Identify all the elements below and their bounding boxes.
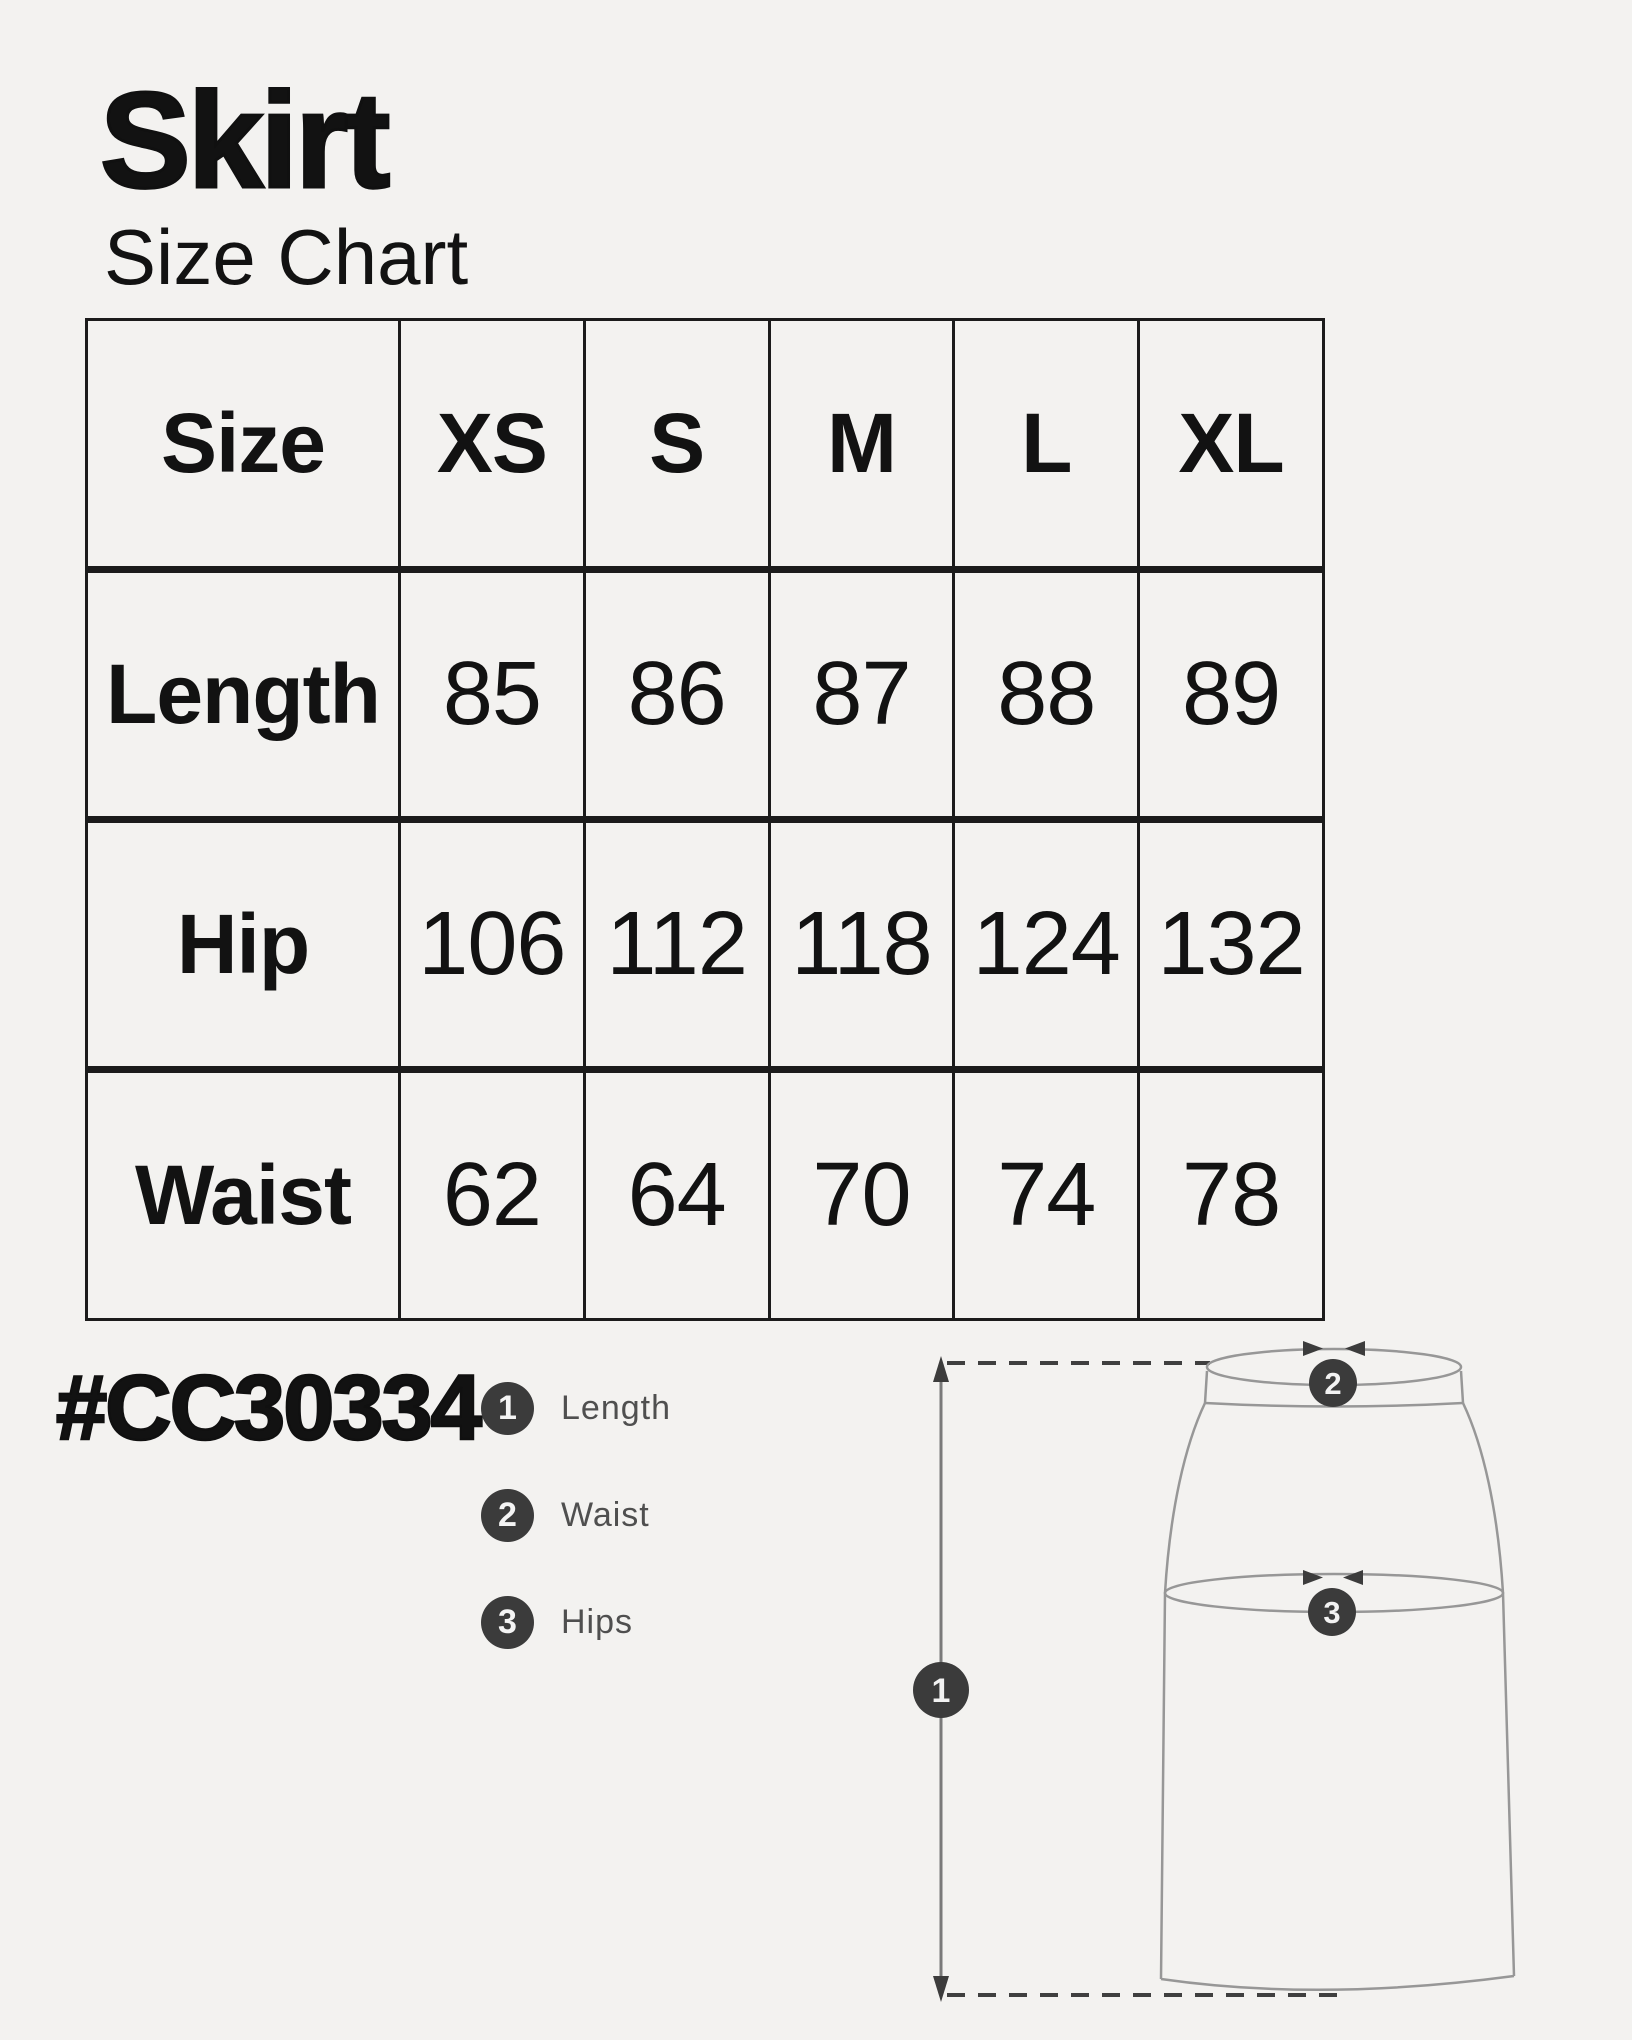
diagram-marker-length-number: 1 <box>932 1672 951 1710</box>
skirt-right-side <box>1461 1402 1516 1977</box>
cell-waist-m: 70 <box>767 1066 956 1321</box>
cell-waist-s: 64 <box>582 1066 771 1321</box>
table-row-hip: Hip 106 112 118 124 132 <box>85 816 1325 1071</box>
legend-label-length: Length <box>561 1389 671 1427</box>
cell-hip-xs: 106 <box>397 816 586 1071</box>
skirt-diagram: 1 2 3 <box>900 1330 1632 2040</box>
cell-hip-m: 118 <box>767 816 956 1071</box>
cell-hip-l: 124 <box>952 816 1141 1071</box>
arrow-up-icon <box>933 1356 949 1382</box>
skirt-diagram-svg: 1 2 3 <box>913 1341 1516 2002</box>
cell-hip-s: 112 <box>582 816 771 1071</box>
legend-marker-3: 3 <box>481 1596 534 1649</box>
legend-label-waist: Waist <box>561 1496 650 1534</box>
cell-waist-l: 74 <box>952 1066 1141 1321</box>
legend-item-waist: 2 Waist <box>481 1489 671 1542</box>
arrow-down-icon <box>933 1976 949 2002</box>
row-label-length: Length <box>85 566 401 821</box>
hip-arrows-icon <box>1303 1570 1363 1585</box>
cell-waist-xs: 62 <box>397 1066 586 1321</box>
cell-length-xs: 85 <box>397 566 586 821</box>
cell-length-l: 88 <box>952 566 1141 821</box>
column-header-size: Size <box>85 318 401 571</box>
dashed-guide-lines <box>947 1361 1348 1997</box>
diagram-marker-length: 1 <box>913 1662 969 1718</box>
cell-hip-xl: 132 <box>1137 816 1325 1071</box>
legend-label-hips: Hips <box>561 1603 634 1641</box>
diagram-marker-hips: 3 <box>1308 1588 1356 1636</box>
column-header-l: L <box>952 318 1141 571</box>
product-code: #CC30334 <box>55 1357 483 1459</box>
diagram-marker-hips-number: 3 <box>1323 1595 1340 1630</box>
column-header-m: M <box>767 318 956 571</box>
legend-item-length: 1 Length <box>481 1382 671 1435</box>
waist-arrows-icon <box>1303 1341 1365 1356</box>
legend-item-hips: 3 Hips <box>481 1596 671 1649</box>
skirt-outline <box>1159 1347 1516 1992</box>
table-row-length: Length 85 86 87 88 89 <box>85 566 1325 821</box>
skirt-left-side <box>1159 1402 1207 1980</box>
diagram-marker-waist-number: 2 <box>1324 1366 1341 1401</box>
table-row-waist: Waist 62 64 70 74 78 <box>85 1066 1325 1321</box>
column-header-xl: XL <box>1137 318 1325 571</box>
row-label-waist: Waist <box>85 1066 401 1321</box>
page-subtitle: Size Chart <box>104 213 469 301</box>
skirt-hem <box>1160 1974 1515 1992</box>
table-header-row: Size XS S M L XL <box>85 318 1325 571</box>
legend-marker-1: 1 <box>481 1382 534 1435</box>
size-chart-table: Size XS S M L XL Length 85 86 87 88 89 H… <box>85 318 1325 1321</box>
row-label-hip: Hip <box>85 816 401 1071</box>
measurement-legend: 1 Length 2 Waist 3 Hips <box>481 1382 671 1703</box>
cell-length-xl: 89 <box>1137 566 1325 821</box>
legend-marker-2: 2 <box>481 1489 534 1542</box>
cell-length-s: 86 <box>582 566 771 821</box>
page-title: Skirt <box>98 64 391 216</box>
column-header-xs: XS <box>397 318 586 571</box>
column-header-s: S <box>582 318 771 571</box>
cell-length-m: 87 <box>767 566 956 821</box>
diagram-marker-waist: 2 <box>1309 1359 1357 1407</box>
cell-waist-xl: 78 <box>1137 1066 1325 1321</box>
